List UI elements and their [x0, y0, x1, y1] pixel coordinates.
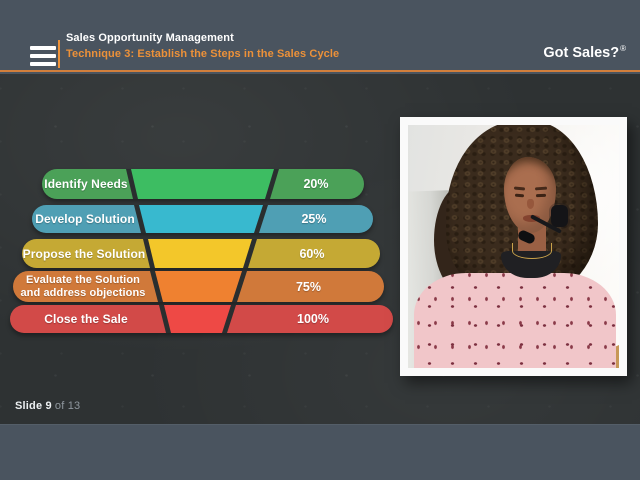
brand-logo-text: Got Sales?	[543, 45, 620, 61]
funnel-row-label: Identify Needs	[44, 177, 128, 191]
funnel-row-label: Propose the Solution	[22, 246, 146, 261]
photo-frame	[400, 117, 627, 376]
gold-necklace	[512, 243, 552, 259]
funnel-row-segment	[129, 169, 276, 199]
funnel-row-percent: 100%	[297, 312, 329, 326]
woman-with-headset-photo	[408, 125, 619, 368]
funnel-row-propose-solution: Propose the Solution 60%	[22, 239, 380, 268]
funnel-row-segment	[137, 205, 265, 233]
funnel-row-segment	[153, 271, 244, 302]
slide-counter-current: Slide 9	[15, 400, 52, 412]
slide-subtitle: Technique 3: Establish the Steps in the …	[66, 48, 340, 60]
funnel-row-percent: 25%	[301, 212, 327, 226]
funnel-row-percent: 60%	[299, 246, 325, 261]
slide-counter-total: of 13	[54, 400, 81, 412]
brand-logo: Got Sales?®	[543, 44, 626, 61]
funnel-row-label: Close the Sale	[44, 312, 128, 326]
slide-content: Identify Needs 20% Develop Solution 25% …	[0, 74, 640, 424]
menu-button[interactable]	[30, 46, 56, 66]
player-footer	[0, 424, 640, 480]
slide-counter: Slide 9 of 13	[15, 400, 80, 412]
funnel-row-label: Develop Solution	[35, 212, 135, 226]
funnel-row-close-sale: Close the Sale 100%	[10, 305, 393, 333]
eye-right	[535, 193, 547, 197]
course-title: Sales Opportunity Management	[66, 32, 234, 44]
registered-mark: ®	[620, 44, 626, 53]
funnel-row-evaluate-solution: Evaluate the Solution and address object…	[13, 271, 384, 302]
funnel-row-percent: 75%	[295, 279, 322, 294]
header-divider	[58, 40, 60, 68]
pink-polka-dot-top	[414, 273, 616, 368]
funnel-row-label-line1: Evaluate the Solution	[26, 273, 140, 286]
nose	[527, 199, 534, 209]
funnel-row-develop-solution: Develop Solution 25%	[32, 205, 373, 233]
funnel-row-segment	[162, 305, 233, 333]
hamburger-menu-icon	[30, 46, 56, 50]
funnel-row-percent: 20%	[303, 177, 329, 191]
header-titles: Sales Opportunity Management Technique 3…	[66, 31, 339, 61]
funnel-row-label: Evaluate the Solution and address object…	[13, 271, 153, 302]
funnel-row-identify-needs: Identify Needs 20%	[42, 169, 364, 199]
player-header: Sales Opportunity Management Technique 3…	[0, 0, 640, 72]
headset-earpiece-icon	[551, 205, 568, 227]
funnel-row-label-line2: and address objections	[20, 286, 146, 299]
funnel-row-segment	[146, 239, 254, 268]
